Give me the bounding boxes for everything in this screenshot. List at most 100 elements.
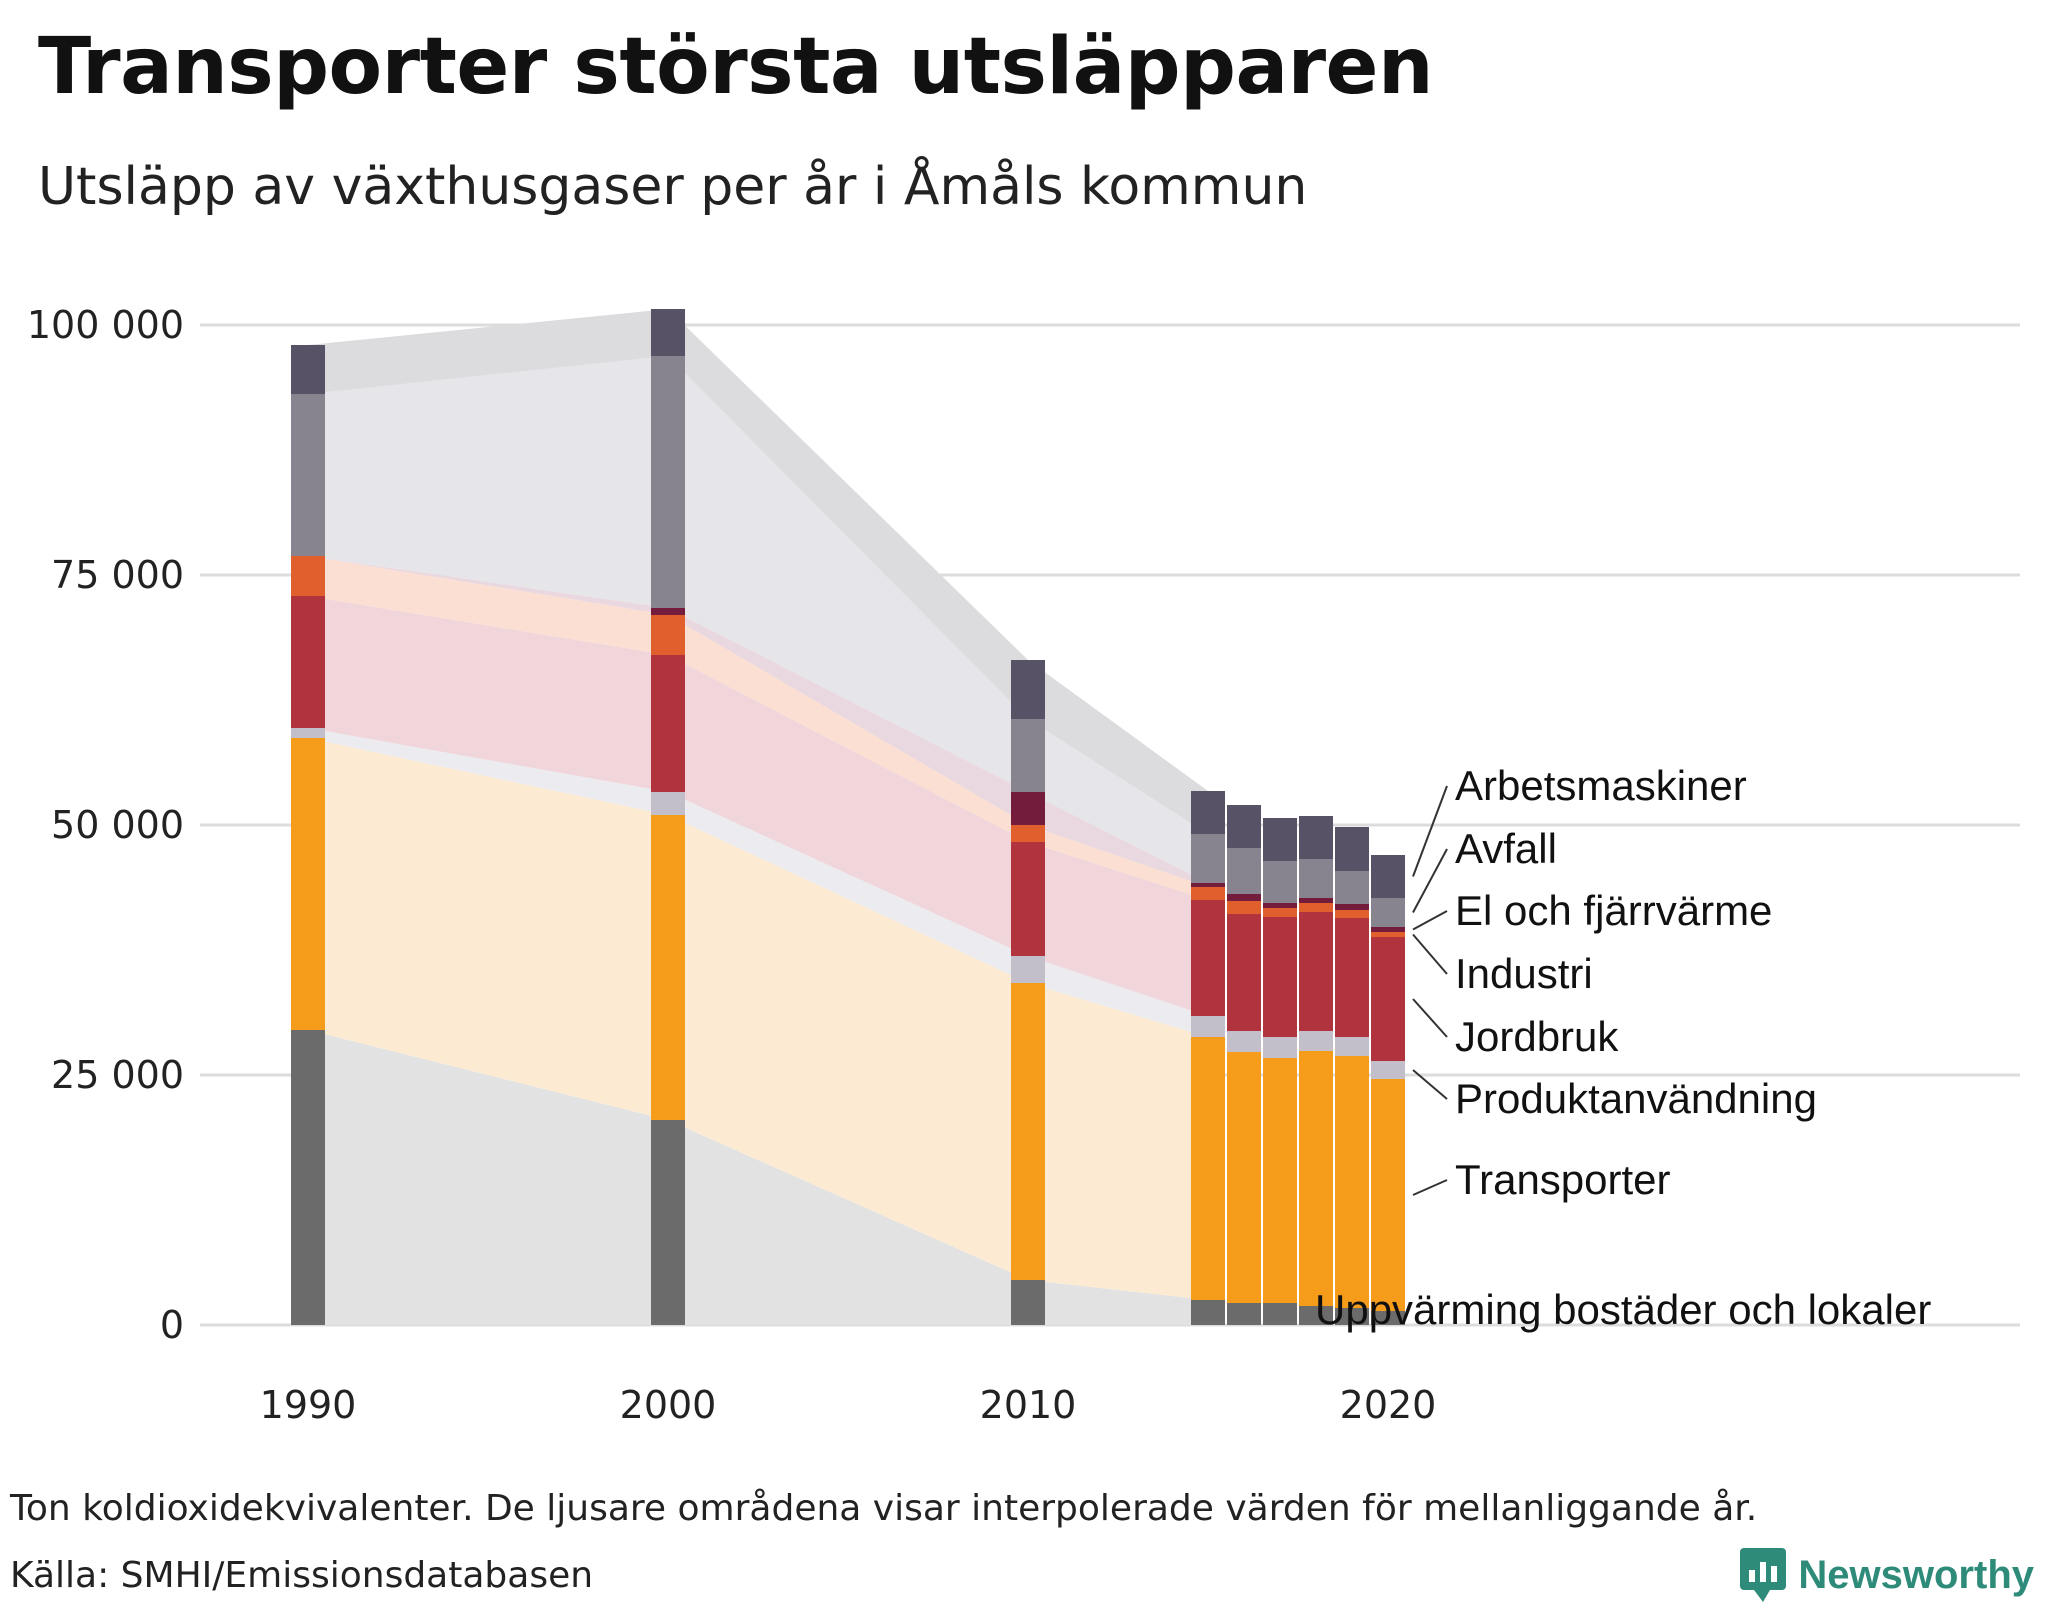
bar-segment bbox=[1227, 848, 1261, 894]
bar-segment bbox=[1191, 883, 1225, 887]
bar-segment bbox=[291, 1030, 325, 1325]
bar-segment bbox=[651, 356, 685, 608]
series-label: Transporter bbox=[1455, 1156, 1671, 1203]
bar-segment bbox=[1371, 1061, 1405, 1079]
label-connector bbox=[1412, 1069, 1448, 1100]
x-axis-ticks: 1990 2000 2010 2020 bbox=[260, 1383, 1437, 1427]
bar-segment bbox=[1011, 660, 1045, 719]
y-axis-ticks: 0 25 000 50 000 75 000 100 000 bbox=[27, 303, 184, 1347]
band-uppvärming-bostäder-och-lokaler bbox=[308, 1030, 1208, 1325]
bar-segment bbox=[1191, 1016, 1225, 1037]
bar-segment bbox=[1299, 898, 1333, 903]
bar-segment bbox=[1299, 1051, 1333, 1306]
bar-segment bbox=[651, 655, 685, 792]
bar-segment bbox=[1263, 861, 1297, 903]
bar-segment bbox=[1227, 1052, 1261, 1303]
bar-segment bbox=[1191, 1037, 1225, 1300]
bar-segment bbox=[1371, 1311, 1405, 1325]
bar-segment bbox=[291, 596, 325, 728]
series-label: El och fjärrvärme bbox=[1455, 887, 1772, 934]
series-label: Uppvärming bostäder och lokaler bbox=[1315, 1286, 1931, 1333]
bar-segment bbox=[1299, 859, 1333, 898]
band-produktanvändning bbox=[308, 728, 1208, 1037]
y-tick-label: 100 000 bbox=[27, 303, 184, 347]
bar-segment bbox=[1299, 912, 1333, 1031]
y-tick-label: 75 000 bbox=[51, 553, 184, 597]
bar-segment bbox=[651, 608, 685, 615]
bar-segment bbox=[1263, 818, 1297, 861]
bar-segment bbox=[1011, 792, 1045, 825]
band-avfall bbox=[308, 356, 1208, 883]
bar-segment bbox=[1335, 904, 1369, 910]
bar-segment bbox=[291, 728, 325, 738]
bar-segment bbox=[1011, 719, 1045, 792]
label-connector bbox=[1412, 910, 1448, 931]
bar-segment bbox=[1191, 887, 1225, 900]
bar-segment bbox=[291, 394, 325, 556]
bar-segment bbox=[1011, 842, 1045, 956]
bar-segment bbox=[1371, 1079, 1405, 1311]
bar-segment bbox=[1011, 956, 1045, 983]
series-label: Jordbruk bbox=[1455, 1013, 1619, 1060]
bar-segment bbox=[1191, 791, 1225, 834]
bar-segment bbox=[291, 738, 325, 1030]
bar-segment bbox=[1335, 827, 1369, 871]
label-connector bbox=[1412, 1179, 1448, 1196]
bar-segment bbox=[1335, 871, 1369, 904]
bar-segment bbox=[1299, 1031, 1333, 1051]
series-label: Arbetsmaskiner bbox=[1455, 762, 1747, 809]
band-el-och-fjärrvärme bbox=[308, 556, 1208, 887]
x-tick-label: 2020 bbox=[1340, 1383, 1437, 1427]
x-tick-label: 2000 bbox=[620, 1383, 717, 1427]
bar-segment bbox=[1371, 937, 1405, 1061]
bar-segment bbox=[1191, 900, 1225, 1016]
label-connector bbox=[1412, 785, 1448, 877]
bar-segment bbox=[1335, 1037, 1369, 1056]
bar-segment bbox=[651, 792, 685, 815]
bar-segment bbox=[1263, 903, 1297, 908]
x-tick-label: 1990 bbox=[260, 1383, 357, 1427]
bar-segment bbox=[291, 556, 325, 596]
bar-segment bbox=[1335, 918, 1369, 1037]
bar-segment bbox=[1227, 901, 1261, 914]
bar-segment bbox=[1335, 1056, 1369, 1308]
stacked-bar-chart: 0 25 000 50 000 75 000 100 000 1990 2000 2010 2… bbox=[27, 303, 2020, 1427]
bar-segment bbox=[1011, 983, 1045, 1280]
newsworthy-logo-icon bbox=[1740, 1548, 1787, 1602]
band-jordbruk bbox=[308, 596, 1208, 1016]
bar-segment bbox=[1227, 1031, 1261, 1052]
bar-segment bbox=[1227, 914, 1261, 1031]
footnote: Ton koldioxidekvivalenter. De ljusare om… bbox=[10, 1488, 1758, 1529]
bar-segment bbox=[1299, 816, 1333, 859]
bar-segment bbox=[1371, 932, 1405, 937]
bar-segment bbox=[1371, 898, 1405, 927]
bar-segment bbox=[1227, 805, 1261, 848]
x-tick-label: 2010 bbox=[980, 1383, 1077, 1427]
series-labels: Uppvärming bostäder och lokaler Transport… bbox=[1315, 762, 1931, 1333]
band-transporter bbox=[308, 738, 1208, 1300]
bar-segment bbox=[651, 309, 685, 356]
interpolation-bands bbox=[308, 309, 1208, 1325]
bar-segment bbox=[1335, 1308, 1369, 1325]
bars bbox=[291, 309, 1405, 1325]
bar-segment bbox=[1371, 855, 1405, 898]
bar-segment bbox=[651, 1120, 685, 1325]
bar-segment bbox=[1011, 825, 1045, 842]
brand-name: Newsworthy bbox=[1798, 1552, 2034, 1597]
bar-segment bbox=[1263, 1058, 1297, 1303]
source-note: Källa: SMHI/Emissionsdatabasen bbox=[10, 1555, 594, 1596]
bar-segment bbox=[1263, 1303, 1297, 1325]
bar-segment bbox=[1263, 917, 1297, 1037]
bar-segment bbox=[651, 615, 685, 655]
bar-segment bbox=[1227, 1303, 1261, 1325]
label-connector bbox=[1412, 998, 1448, 1038]
brand[interactable]: Newsworthy bbox=[1740, 1548, 2034, 1602]
y-tick-label: 0 bbox=[160, 1303, 184, 1347]
bar-segment bbox=[1263, 908, 1297, 917]
label-connector bbox=[1412, 933, 1448, 975]
bar-segment bbox=[1299, 903, 1333, 912]
band-industri bbox=[308, 556, 1208, 900]
y-tick-label: 50 000 bbox=[51, 803, 184, 847]
series-label: Avfall bbox=[1455, 825, 1557, 872]
chart-title: Transporter största utsläpparen bbox=[38, 22, 1433, 112]
